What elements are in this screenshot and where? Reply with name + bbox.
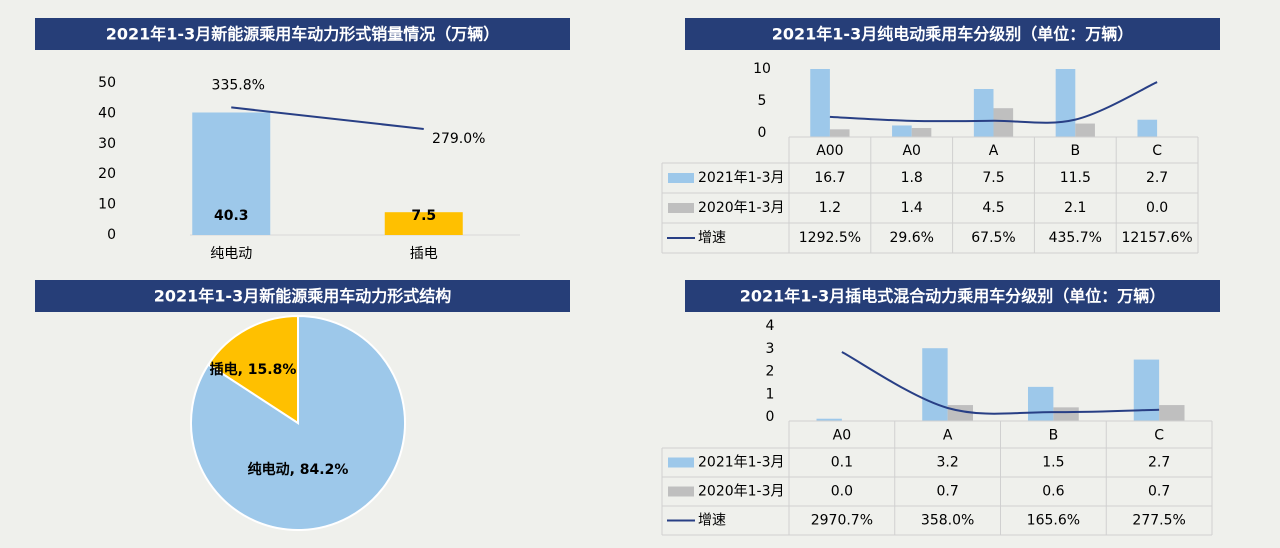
bar (1133, 359, 1160, 421)
legend-label: 2020年1-3月 (698, 200, 785, 216)
category-header: A (989, 143, 999, 159)
table-cell: 1.4 (901, 200, 923, 216)
x-tick-label: 纯电动 (210, 246, 252, 262)
chart-title: 2021年1-3月新能源乘用车动力形式结构 (154, 287, 451, 306)
bar (1053, 407, 1079, 421)
bar (1159, 405, 1185, 421)
pie-slice (207, 314, 299, 425)
y-tick-label: 30 (98, 136, 116, 152)
legend-swatch (668, 173, 694, 183)
title-bar (35, 280, 570, 312)
table-cell: 0.1 (831, 455, 853, 471)
bar (973, 89, 994, 137)
table-cell: 3.2 (936, 455, 958, 471)
y-tick-label: 1 (766, 386, 775, 402)
table-cell: 0.0 (831, 484, 853, 500)
table-cell: 0.6 (1042, 484, 1064, 500)
bar (911, 128, 932, 137)
bar (810, 69, 830, 137)
y-tick-label: 40 (98, 105, 116, 121)
table-cell: 16.7 (814, 170, 845, 186)
table-cell: 4.5 (982, 200, 1004, 216)
y-tick-label: 3 (766, 341, 775, 357)
y-tick-label: 0 (107, 227, 116, 243)
bar (192, 112, 271, 235)
category-header: A00 (816, 143, 843, 159)
bar (993, 108, 1014, 137)
y-tick-label: 2 (766, 364, 775, 380)
table-cell: 165.6% (1027, 513, 1080, 529)
bar (1075, 123, 1095, 137)
legend-swatch (668, 457, 694, 468)
chart-title: 2021年1-3月纯电动乘用车分级别（单位：万辆） (772, 25, 1133, 44)
category-header: A0 (833, 428, 851, 444)
table-cell: 435.7% (1049, 230, 1102, 246)
category-header: B (1070, 143, 1080, 159)
y-tick-label: 0 (766, 409, 775, 425)
table-cell: 1292.5% (799, 230, 861, 246)
table-cell: 2.1 (1064, 200, 1086, 216)
table-cell: 12157.6% (1121, 230, 1192, 246)
title-bar (35, 18, 570, 50)
table-cell: 67.5% (971, 230, 1015, 246)
category-header: B (1049, 428, 1059, 444)
y-tick-label: 10 (753, 61, 771, 77)
y-tick-label: 0 (758, 125, 767, 141)
line-value-label: 335.8% (212, 77, 265, 93)
x-tick-label: 插电 (410, 246, 438, 262)
table-cell: 7.5 (982, 170, 1004, 186)
table-cell: 0.7 (936, 484, 958, 500)
y-tick-label: 5 (758, 93, 767, 109)
table-cell: 2.7 (1148, 455, 1170, 471)
y-tick-label: 50 (98, 75, 116, 91)
table-cell: 2970.7% (811, 513, 873, 529)
table-cell: 1.8 (901, 170, 923, 186)
bar (1055, 69, 1076, 137)
table-cell: 0.7 (1148, 484, 1170, 500)
bar (892, 125, 912, 137)
bar (816, 418, 842, 421)
legend-label: 2021年1-3月 (698, 455, 785, 471)
table-cell: 29.6% (889, 230, 933, 246)
growth-line (829, 81, 1158, 124)
bar (1027, 386, 1054, 421)
growth-line (841, 351, 1160, 415)
line-value-label: 279.0% (432, 131, 485, 147)
bar (829, 129, 850, 137)
y-tick-label: 4 (766, 318, 775, 334)
category-header: A (943, 428, 953, 444)
title-bar (685, 280, 1220, 312)
table-cell: 2.7 (1146, 170, 1168, 186)
table-cell: 11.5 (1060, 170, 1091, 186)
category-header: C (1152, 143, 1162, 159)
legend-swatch (668, 203, 694, 213)
table-cell: 0.0 (1146, 200, 1168, 216)
legend-swatch (668, 486, 694, 497)
y-tick-label: 10 (98, 197, 116, 213)
y-tick-label: 20 (98, 166, 116, 182)
legend-label: 2021年1-3月 (698, 170, 785, 186)
bar-value-label: 40.3 (214, 208, 249, 224)
category-header: A0 (902, 143, 920, 159)
bar (384, 212, 463, 235)
category-header: C (1154, 428, 1164, 444)
legend-label: 增速 (698, 230, 726, 246)
chart-title: 2021年1-3月新能源乘用车动力形式销量情况（万辆） (106, 25, 499, 44)
slice-label: 插电, 15.8% (210, 361, 297, 378)
bar (922, 348, 948, 421)
legend-label: 2020年1-3月 (698, 484, 785, 500)
legend-label: 增速 (698, 513, 726, 529)
table-cell: 358.0% (921, 513, 974, 529)
title-bar (685, 18, 1220, 50)
table-cell: 1.2 (819, 200, 841, 216)
chart-title: 2021年1-3月插电式混合动力乘用车分级别（单位：万辆） (740, 287, 1165, 306)
growth-line (231, 106, 424, 130)
table-cell: 1.5 (1042, 455, 1064, 471)
slice-label: 纯电动, 84.2% (248, 461, 349, 478)
table-cell: 277.5% (1132, 513, 1185, 529)
bar-value-label: 7.5 (411, 208, 436, 224)
bar (1137, 119, 1158, 137)
